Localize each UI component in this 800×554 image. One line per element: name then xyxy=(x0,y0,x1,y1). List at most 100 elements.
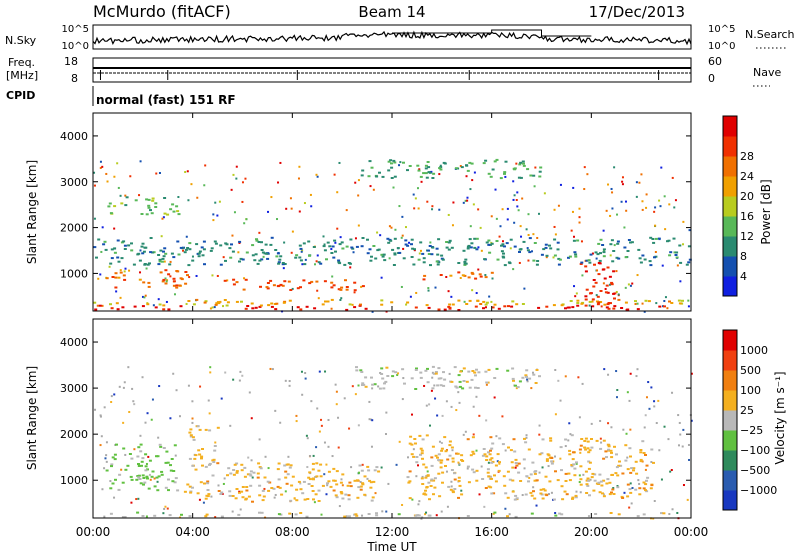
heatmap-cell xyxy=(511,367,515,370)
heatmap-cell xyxy=(258,259,262,262)
heatmap-cell xyxy=(213,449,217,452)
scatter-cell xyxy=(243,277,246,280)
scatter-cell xyxy=(635,181,638,184)
heatmap-cell xyxy=(430,456,434,459)
scatter-cell xyxy=(238,379,241,382)
heatmap-cell xyxy=(548,480,552,483)
heatmap-cell xyxy=(603,303,607,306)
heatmap-cell xyxy=(322,245,326,248)
heatmap-cell xyxy=(548,244,551,247)
scatter-cell xyxy=(301,393,304,396)
scatter-cell xyxy=(388,257,391,260)
heatmap-cell xyxy=(130,242,133,245)
scatter-cell xyxy=(472,203,475,206)
heatmap-cell xyxy=(628,488,632,491)
heatmap-cell xyxy=(161,280,165,283)
heatmap-cell xyxy=(560,469,563,472)
heatmap-cell xyxy=(587,451,591,454)
scatter-cell xyxy=(682,484,685,487)
scatter-cell xyxy=(513,194,516,197)
heatmap-cell xyxy=(408,497,412,500)
heatmap-cell xyxy=(298,256,302,259)
heatmap-cell xyxy=(571,497,574,500)
colorbar-swatch xyxy=(723,350,737,371)
scatter-cell xyxy=(485,383,488,386)
heatmap-cell xyxy=(426,381,430,384)
heatmap-cell xyxy=(439,466,443,469)
heatmap-cell xyxy=(586,440,590,443)
heatmap-cell xyxy=(229,472,233,475)
heatmap-cell xyxy=(668,254,672,257)
heatmap-cell xyxy=(338,243,342,246)
heatmap-cell xyxy=(353,289,357,292)
heatmap-cell xyxy=(358,304,362,307)
heatmap-cell xyxy=(678,244,682,247)
scatter-cell xyxy=(304,258,307,261)
heatmap-cell xyxy=(235,470,239,473)
heatmap-cell xyxy=(330,252,334,254)
freq-panel-frame xyxy=(92,57,692,83)
scatter-cell xyxy=(149,478,152,481)
scatter-cell xyxy=(643,426,646,429)
scatter-cell xyxy=(105,460,108,463)
scatter-cell xyxy=(376,231,379,234)
heatmap-cell xyxy=(484,159,488,162)
scatter-cell xyxy=(436,414,439,417)
scatter-cell xyxy=(608,283,611,286)
heatmap-cell xyxy=(653,256,656,259)
heatmap-cell xyxy=(196,425,200,428)
heatmap-cell xyxy=(149,237,153,239)
heatmap-cell xyxy=(601,492,604,495)
heatmap-cell xyxy=(326,300,330,303)
heatmap-cell xyxy=(137,463,140,465)
colorbar-swatch xyxy=(723,196,737,217)
heatmap-cell xyxy=(446,458,450,461)
heatmap-cell xyxy=(525,375,528,378)
heatmap-cell xyxy=(596,303,600,306)
heatmap-cell xyxy=(294,256,298,259)
nave-spikes xyxy=(99,70,660,80)
scatter-cell xyxy=(229,424,232,427)
heatmap-cell xyxy=(471,450,475,453)
heatmap-cell xyxy=(530,512,534,515)
heatmap-cell xyxy=(650,484,654,487)
scatter-cell xyxy=(607,422,610,425)
heatmap-cell xyxy=(147,285,151,288)
heatmap-cell xyxy=(488,251,492,254)
heatmap-cell xyxy=(113,453,117,456)
heatmap-cell xyxy=(176,270,180,273)
scatter-cell xyxy=(610,187,613,190)
heatmap-cell xyxy=(484,487,488,489)
heatmap-cell xyxy=(592,285,596,288)
heatmap-cell xyxy=(178,284,182,287)
heatmap-cell xyxy=(601,244,605,246)
heatmap-cell xyxy=(260,241,263,244)
scatter-cell xyxy=(184,171,187,174)
heatmap-cell xyxy=(284,476,288,479)
colorbar-tick-label: 12 xyxy=(740,230,754,243)
heatmap-cell xyxy=(312,246,316,248)
heatmap-cell xyxy=(532,490,535,493)
heatmap-cell xyxy=(483,453,487,456)
heatmap-cell xyxy=(626,468,630,471)
scatter-cell xyxy=(191,421,194,424)
heatmap-cell xyxy=(281,262,285,264)
heatmap-cell xyxy=(93,301,97,304)
scatter-cell xyxy=(641,200,644,203)
heatmap-cell xyxy=(110,463,114,466)
scatter-cell xyxy=(310,400,313,403)
heatmap-cell xyxy=(102,243,106,246)
scatter-cell xyxy=(263,487,266,490)
scatter-cell xyxy=(276,218,279,221)
heatmap-cell xyxy=(448,306,452,309)
scatter-cell xyxy=(372,188,375,191)
scatter-cell xyxy=(291,230,294,233)
scatter-cell xyxy=(425,404,428,407)
scatter-cell xyxy=(343,397,346,400)
scatter-cell xyxy=(600,441,603,444)
noise-tick-low-right: 10^0 xyxy=(708,41,735,52)
scatter-cell xyxy=(284,490,287,493)
heatmap-cell xyxy=(601,268,605,271)
scatter-cell xyxy=(607,183,610,186)
heatmap-cell xyxy=(516,386,520,389)
